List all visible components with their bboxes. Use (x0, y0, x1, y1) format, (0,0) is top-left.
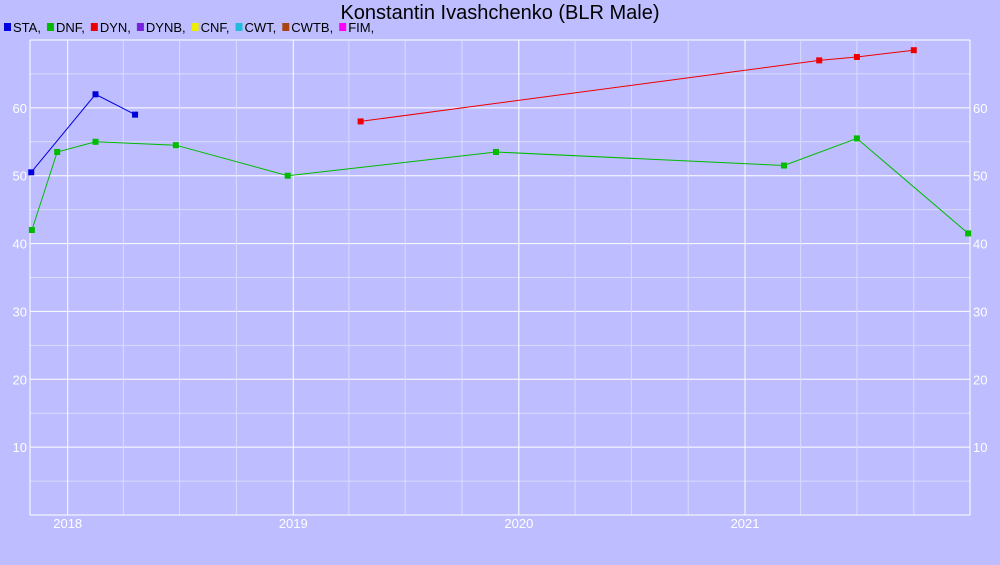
axes (29, 40, 971, 516)
data-point-dnf (853, 135, 860, 142)
data-point-dnf (92, 138, 99, 145)
y-tick-label-left: 50 (13, 169, 27, 184)
legend-swatch (339, 23, 347, 31)
data-point-dnf (172, 142, 179, 149)
data-point-dnf (780, 162, 787, 169)
y-tick-label-right: 20 (973, 372, 987, 387)
y-tick-label-left: 10 (13, 440, 27, 455)
x-tick-label: 2020 (504, 516, 533, 531)
y-tick-label-right: 60 (973, 101, 987, 116)
legend-swatch (46, 23, 54, 31)
legend-swatch (4, 23, 11, 31)
y-tick-label-right: 50 (973, 169, 987, 184)
x-tick-label: 2021 (731, 516, 760, 531)
data-point-dnf (28, 227, 35, 233)
chart-title: Konstantin Ivashchenko (BLR Male) (340, 2, 659, 24)
y-tick-label-left: 20 (13, 372, 27, 387)
series (28, 47, 972, 237)
data-point-dyn (910, 47, 917, 54)
y-tick-label-right: 40 (973, 237, 987, 252)
series-line-dyn (360, 49, 914, 122)
x-tick-label: 2018 (53, 516, 82, 531)
legend-swatch (191, 23, 199, 31)
data-point-dnf (965, 230, 972, 237)
legend-swatch (282, 23, 290, 31)
legend-label: CWT, (245, 20, 277, 35)
legend-swatch (235, 23, 243, 31)
legend-swatch (136, 23, 144, 31)
series-sta (28, 91, 139, 176)
data-point-sta (132, 111, 139, 118)
legend-label: DYN, (100, 20, 131, 35)
y-tick-label-right: 10 (973, 440, 987, 455)
legend-swatch (90, 23, 98, 31)
y-tick-label-left: 40 (13, 237, 27, 252)
legend: STA, DNF, DYN, DYNB, CNF, CWT, CWTB, FIM, (4, 20, 374, 35)
series-dnf (28, 135, 972, 237)
data-point-dyn (853, 53, 860, 60)
legend-label: CNF, (201, 20, 230, 35)
legend-label: FIM, (348, 20, 374, 35)
legend-label: DNF, (56, 20, 85, 35)
data-point-dyn (357, 118, 364, 125)
legend-label: STA, (13, 20, 41, 35)
legend-label: DYNB, (146, 20, 186, 35)
grid (30, 39, 970, 515)
y-tick-label-left: 30 (13, 304, 27, 319)
x-tick-label: 2019 (279, 516, 308, 531)
data-point-dnf (284, 172, 291, 179)
data-point-dnf (492, 148, 499, 155)
y-tick-label-left: 60 (13, 101, 27, 116)
legend-label: CWTB, (291, 20, 333, 35)
series-dyn (357, 47, 917, 125)
y-tick-label-right: 30 (973, 304, 987, 319)
data-point-sta (92, 91, 99, 98)
data-point-dnf (54, 148, 61, 155)
data-point-dyn (816, 57, 823, 64)
data-point-sta (28, 169, 35, 176)
